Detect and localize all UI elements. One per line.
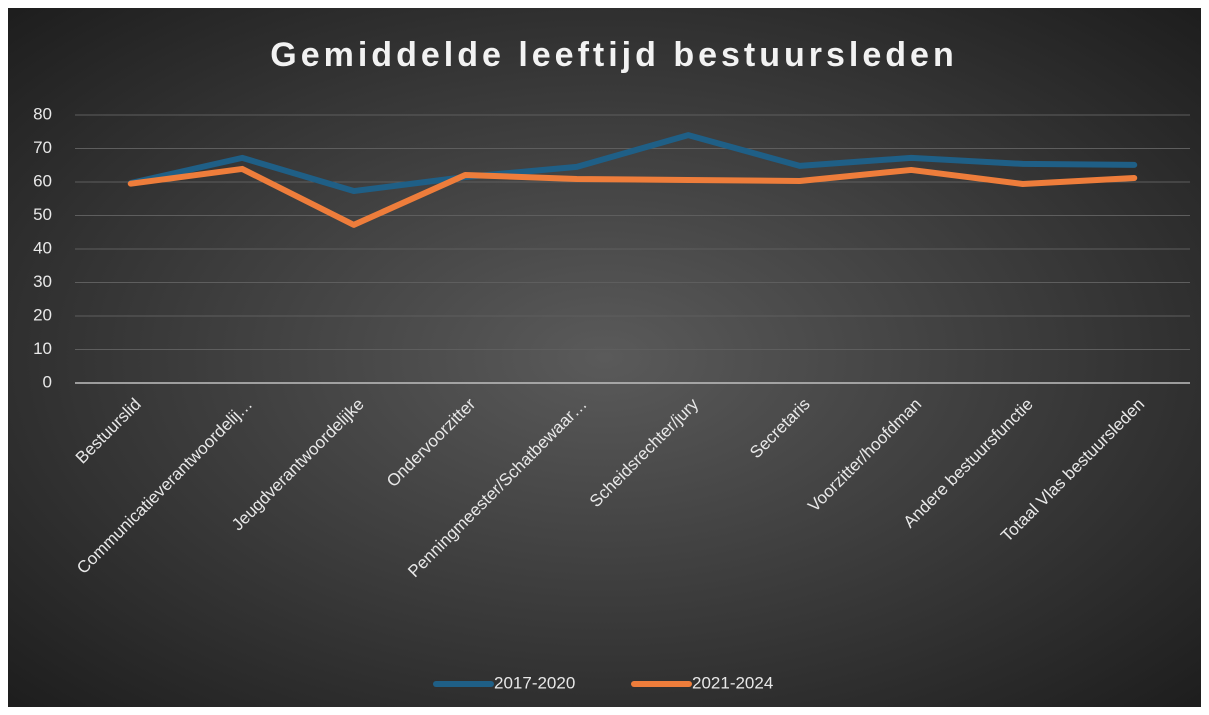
y-tick-label: 60 xyxy=(33,171,52,190)
legend-label: 2021-2024 xyxy=(692,673,773,692)
y-tick-label: 30 xyxy=(33,272,52,291)
y-tick-label: 10 xyxy=(33,339,52,358)
y-tick-label: 70 xyxy=(33,138,52,157)
y-tick-label: 80 xyxy=(33,104,52,123)
line-series xyxy=(127,132,1138,195)
y-tick-label: 20 xyxy=(33,305,52,324)
line-series xyxy=(127,165,1138,228)
chart-background xyxy=(8,8,1201,707)
y-tick-label: 50 xyxy=(33,205,52,224)
y-tick-label: 0 xyxy=(43,372,52,391)
legend-label: 2017-2020 xyxy=(494,673,575,692)
y-tick-label: 40 xyxy=(33,238,52,257)
chart-title: Gemiddelde leeftijd bestuursleden xyxy=(270,36,957,74)
